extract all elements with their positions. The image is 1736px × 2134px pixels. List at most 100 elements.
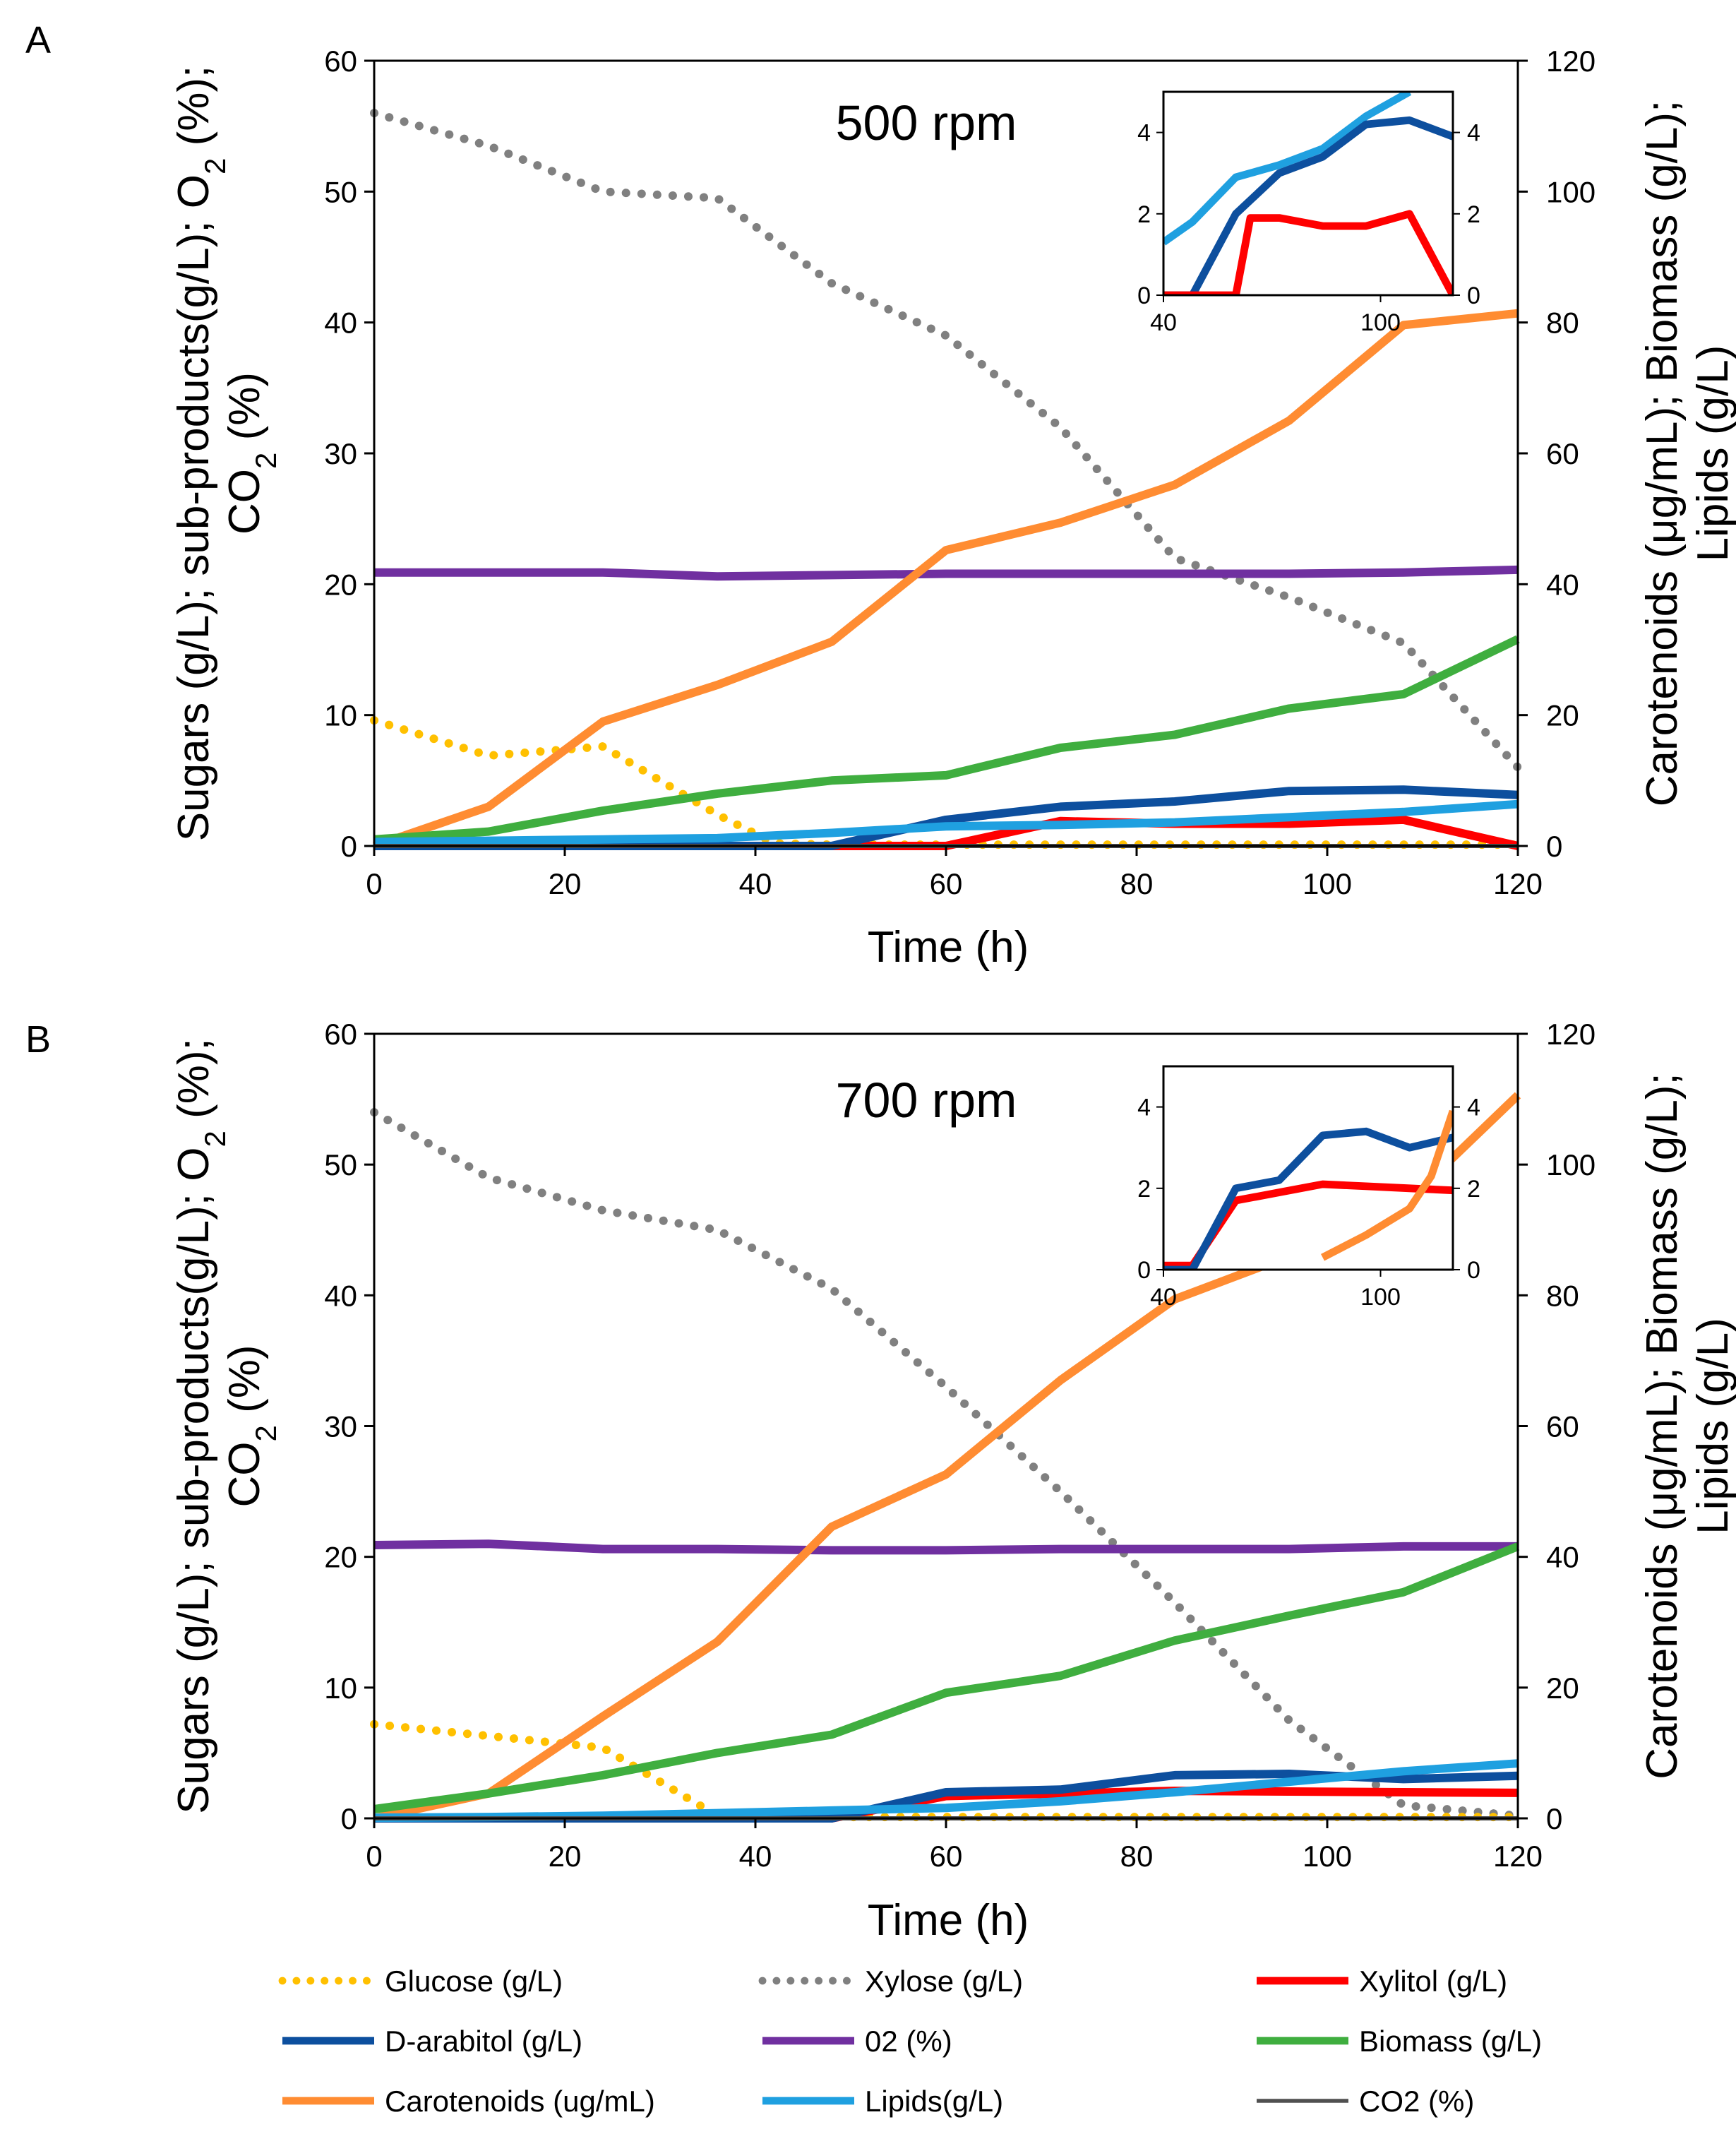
inset-series-group (1163, 1109, 1453, 1270)
y-left-axis-title: Sugars (g/L); sub-products(g/L); O2 (%);… (169, 66, 282, 841)
legend-label-xylose-g-l: Xylose (g/L) (865, 1965, 1023, 1998)
x-tick-label: 0 (366, 1840, 382, 1873)
x-axis-title: Time (h) (868, 1896, 1029, 1945)
y-right-axis-title: Carotenoids (μg/mL); Biomass (g/L);Lipid… (1638, 100, 1736, 807)
y-left-tick-label: 10 (324, 1671, 357, 1705)
y-right-tick-label: 40 (1546, 568, 1579, 601)
y-right-tick-label: 60 (1546, 437, 1579, 470)
y-left-tick-label: 60 (324, 1018, 357, 1051)
x-tick-label: 40 (739, 1840, 772, 1873)
inset-x-tick-label: 100 (1360, 309, 1401, 336)
y-left-title-sub1: 2 (198, 1131, 232, 1147)
inset-y-right-tick-label: 4 (1467, 120, 1480, 147)
inset-series-line-xylitol-g-l (1163, 210, 1453, 295)
x-tick-label: 60 (930, 1840, 963, 1873)
y-right-tick-label: 0 (1546, 830, 1562, 863)
series-line-carotenoids-ug-ml (373, 309, 1519, 850)
y-right-tick-label: 120 (1546, 1018, 1596, 1051)
y-right-tick-label: 120 (1546, 44, 1596, 78)
series-line-biomass-g-l (373, 635, 1520, 844)
y-left-tick-label: 20 (324, 1541, 357, 1574)
inset-y-right-tick-label: 2 (1467, 201, 1480, 228)
x-tick-label: 60 (930, 867, 963, 900)
inset-y-right-tick-label: 0 (1467, 282, 1480, 309)
series-line-02 (373, 1539, 1518, 1555)
inset-series-group (1163, 92, 1453, 295)
y-right-title-line2: Lipids (g/L) (1689, 345, 1736, 562)
y-left-tick-label: 0 (341, 1802, 357, 1835)
x-tick-label: 80 (1120, 1840, 1154, 1873)
x-tick-label: 40 (739, 867, 772, 900)
series-line-lipids-g-l (373, 1759, 1519, 1823)
x-axis-title: Time (h) (868, 923, 1029, 972)
y-left-tick-label: 30 (324, 1410, 357, 1443)
chart-title: 500 rpm (836, 95, 1017, 150)
y-left-tick-label: 40 (324, 1279, 357, 1312)
inset-series-line-d-arabitol-g-l (1163, 1127, 1453, 1270)
inset-y-left-tick-label: 4 (1137, 1095, 1151, 1121)
inset-frame (1162, 90, 1454, 297)
panel-letter: B (25, 1018, 51, 1061)
series-line-02 (374, 565, 1519, 581)
inset-y-right-tick-label: 4 (1467, 1095, 1480, 1121)
y-right-tick-label: 0 (1546, 1802, 1562, 1835)
y-left-tick-label: 40 (324, 306, 357, 340)
x-tick-label: 0 (366, 867, 382, 900)
y-left-tick-label: 60 (324, 44, 357, 78)
y-right-tick-label: 100 (1546, 1148, 1596, 1181)
y-left-axis-title: Sugars (g/L); sub-products(g/L); O2 (%);… (169, 1038, 282, 1813)
x-tick-label: 120 (1493, 867, 1543, 900)
y-right-tick-label: 80 (1546, 306, 1579, 340)
y-right-tick-label: 20 (1546, 1671, 1579, 1705)
inset-y-left-tick-label: 0 (1137, 282, 1151, 309)
inset-frame (1162, 1065, 1454, 1271)
inset-y-right-tick-label: 0 (1467, 1257, 1480, 1284)
series-line-glucose-g-l (370, 1719, 1522, 1822)
x-tick-label: 100 (1303, 1840, 1352, 1873)
y-left-tick-label: 50 (324, 1148, 357, 1181)
inset-series-line-lipids-g-l (1163, 92, 1412, 246)
y-left-title-line2: CO (220, 1442, 269, 1508)
y-right-title-line1: Carotenoids (μg/mL); Biomass (g/L); (1638, 100, 1687, 807)
legend-label-d-arabitol-g-l: D-arabitol (g/L) (385, 2025, 582, 2058)
y-left-title-tail1: (%); (169, 66, 218, 158)
y-right-tick-label: 80 (1546, 1279, 1579, 1312)
legend-label-lipids-g-l: Lipids(g/L) (865, 2085, 1003, 2118)
y-left-title-line1: Sugars (g/L); sub-products(g/L); O (169, 1148, 218, 1814)
y-right-tick-label: 20 (1546, 699, 1579, 732)
y-left-title-sub2: 2 (249, 1425, 282, 1441)
legend-label-co2: CO2 (%) (1359, 2085, 1474, 2118)
series-line-d-arabitol-g-l (374, 785, 1519, 850)
y-left-tick-label: 20 (324, 568, 357, 601)
inset-y-left-tick-label: 2 (1137, 201, 1151, 228)
inset-y-left-tick-label: 4 (1137, 120, 1151, 147)
series-line-xylose-g-l (370, 1108, 1522, 1820)
y-left-title-tail2: (%) (220, 372, 269, 453)
inset-x-tick-label: 100 (1360, 1284, 1401, 1311)
panel-letter: A (25, 19, 51, 61)
y-left-tick-label: 30 (324, 437, 357, 470)
legend-label-xylitol-g-l: Xylitol (g/L) (1359, 1965, 1507, 1998)
x-tick-label: 120 (1493, 1840, 1543, 1873)
series-line-xylose-g-l (370, 109, 1522, 772)
x-tick-label: 20 (549, 1840, 582, 1873)
y-right-title-line1: Carotenoids (μg/mL); Biomass (g/L); (1638, 1073, 1687, 1780)
legend-label-carotenoids-ug-ml: Carotenoids (ug/mL) (385, 2085, 655, 2118)
inset-x-tick-label: 40 (1150, 1284, 1177, 1311)
y-left-title-line1: Sugars (g/L); sub-products(g/L); O (169, 174, 218, 841)
y-right-tick-label: 40 (1546, 1541, 1579, 1574)
y-left-title-tail1: (%); (169, 1038, 218, 1131)
y-right-title-line2: Lipids (g/L) (1689, 1318, 1736, 1534)
legend-label-glucose-g-l: Glucose (g/L) (385, 1965, 563, 1998)
y-left-title-sub1: 2 (198, 158, 232, 174)
y-left-title-line2: CO (220, 469, 269, 535)
series-line-lipids-g-l (373, 799, 1519, 847)
legend-label-biomass-g-l: Biomass (g/L) (1359, 2025, 1542, 2058)
y-left-tick-label: 0 (341, 830, 357, 863)
inset-y-right-tick-label: 2 (1467, 1176, 1480, 1203)
inset-y-left-tick-label: 0 (1137, 1257, 1151, 1284)
